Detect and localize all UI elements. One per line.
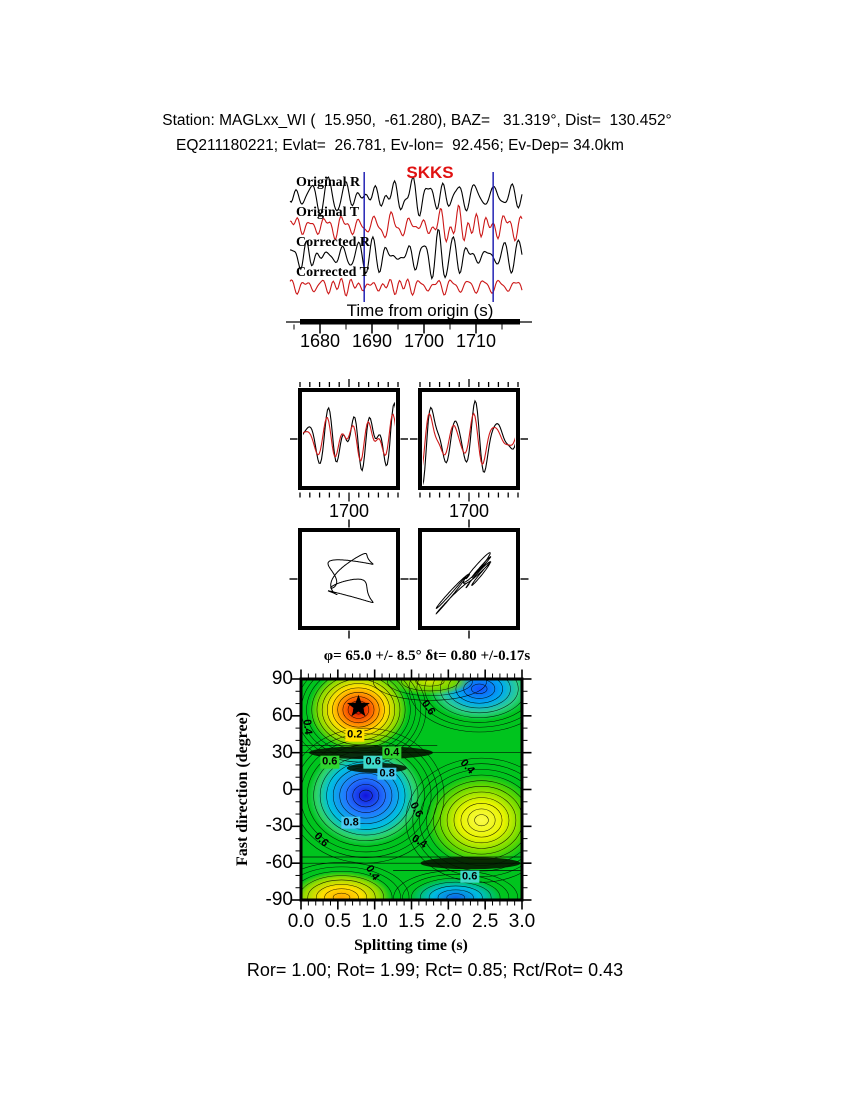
x-tick-label: 2.5 — [471, 911, 499, 932]
contour-label: 0.2 — [345, 729, 365, 742]
y-tick-label: 90 — [271, 668, 293, 689]
y-tick-label: -30 — [265, 815, 293, 837]
trace-0 — [289, 176, 523, 217]
trace-3 — [289, 277, 523, 297]
contour-label: 0.4 — [381, 746, 402, 759]
station-header: Station: MAGLxx_WI ( 15.950, -61.280), B… — [162, 112, 672, 129]
time-tick-label: 1710 — [455, 331, 497, 351]
seismogram-traces — [289, 172, 523, 302]
phase-label: SKKS — [406, 163, 454, 182]
contour-title: φ= 65.0 +/- 8.5° δt= 0.80 +/-0.17s — [323, 648, 531, 664]
particle-motion-curve — [435, 552, 492, 615]
x-tick-label: 0.5 — [324, 911, 352, 932]
trace-label: Original T — [296, 205, 360, 220]
contour-field — [301, 679, 522, 900]
contour-label: 0.8 — [377, 767, 397, 780]
best-fit-star-marker — [347, 694, 370, 717]
particle-panel-border — [298, 528, 400, 630]
zoom-tick-label: 1700 — [448, 501, 490, 521]
result-stats: Ror= 1.00; Rot= 1.99; Rct= 0.85; Rct/Rot… — [246, 960, 624, 980]
zoom-panel-waveforms — [303, 401, 395, 472]
time-tick-label: 1690 — [351, 331, 393, 351]
contour-label: 0.6 — [320, 756, 340, 769]
y-tick-label: 30 — [271, 741, 293, 763]
contour-label: 0.4 — [300, 718, 314, 735]
trace-label: Corrected T — [296, 265, 369, 280]
x-tick-label: 1.5 — [398, 911, 425, 932]
trace-1 — [289, 204, 523, 244]
x-tick-label: 2.0 — [435, 911, 462, 932]
y-tick-label: 60 — [271, 704, 293, 726]
trace-2 — [289, 228, 523, 281]
x-tick-label: 3.0 — [508, 911, 536, 932]
time-tick-label: 1700 — [403, 331, 445, 351]
event-header: EQ211180221; Evlat= 26.781, Ev-lon= 92.4… — [176, 137, 624, 154]
x-tick-label: 0.0 — [287, 911, 315, 932]
x-tick-label: 1.0 — [361, 911, 388, 932]
contour-label: 0.8 — [341, 816, 361, 829]
trace-label: Corrected R — [296, 235, 370, 250]
contour-label: 0.6 — [363, 756, 383, 769]
time-tick-label: 1680 — [299, 331, 341, 351]
contour-frame — [299, 677, 524, 902]
time-axis — [286, 319, 532, 334]
y-tick-label: -90 — [265, 889, 293, 910]
y-tick-label: 0 — [282, 778, 293, 800]
y-tick-label: -60 — [265, 852, 293, 874]
time-axis-label: Time from origin (s) — [346, 301, 494, 320]
contour-label: 0.6 — [460, 870, 480, 883]
zoom-tick-label: 1700 — [328, 501, 370, 521]
particle-motion-curve — [327, 553, 374, 603]
contour-xlabel: Splitting time (s) — [354, 937, 468, 954]
trace-label: Original R — [296, 175, 361, 190]
zoom-panel-waveforms — [423, 399, 515, 485]
particle-panel-border — [418, 528, 520, 630]
